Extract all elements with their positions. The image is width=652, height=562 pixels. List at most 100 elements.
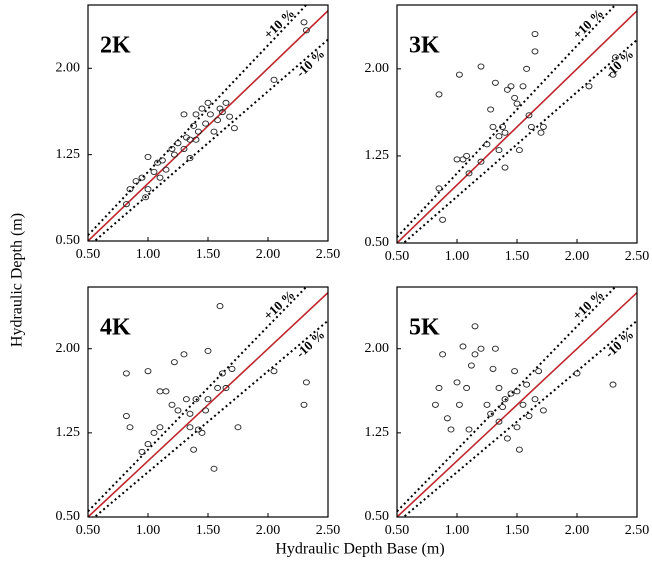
data-point (515, 147, 523, 154)
data-point (204, 99, 212, 106)
data-point (439, 216, 447, 223)
data-point (499, 123, 507, 130)
x-tick-label: 1.00 (445, 523, 470, 538)
data-point (495, 147, 503, 154)
x-tick-label: 0.50 (76, 247, 101, 262)
data-point (202, 120, 210, 127)
data-point (180, 351, 188, 358)
y-tick-label: 0.50 (365, 509, 390, 524)
annotation: -10 % (293, 46, 328, 80)
data-point (465, 170, 473, 177)
data-point (525, 412, 533, 420)
panel (397, 287, 637, 517)
data-point (537, 129, 545, 136)
y-tick-label: 2.00 (365, 61, 390, 76)
x-tick-label: 0.50 (385, 249, 410, 264)
tolerance-line (402, 319, 637, 517)
data-point (174, 407, 182, 414)
data-point (453, 156, 461, 163)
data-point (190, 122, 198, 129)
data-point (495, 418, 503, 425)
data-point (186, 155, 194, 162)
data-point (503, 86, 511, 93)
data-point (513, 424, 521, 431)
data-point (447, 426, 455, 433)
data-point (495, 133, 503, 140)
data-point (489, 123, 497, 130)
panel-title: 5K (409, 315, 440, 341)
data-point (513, 100, 521, 107)
data-point (216, 303, 224, 310)
data-point (194, 128, 202, 135)
panel-title: 2K (100, 33, 131, 59)
panel (88, 287, 328, 517)
annotation: -10 % (293, 327, 328, 361)
annotation: +10 % (261, 5, 298, 41)
data-point (535, 368, 543, 375)
data-point (511, 94, 519, 101)
panel (88, 5, 328, 241)
data-point (523, 381, 531, 388)
y-tick-label: 1.25 (56, 425, 81, 440)
x-tick-label: 2.50 (316, 523, 341, 538)
data-point (471, 351, 479, 358)
data-point (611, 54, 619, 61)
data-point (531, 396, 539, 403)
data-point (202, 407, 210, 414)
y-tick-label: 2.00 (56, 341, 81, 356)
data-point (186, 424, 194, 431)
data-point (198, 105, 206, 112)
data-point (144, 441, 152, 448)
data-point (573, 370, 581, 377)
data-point (156, 174, 164, 181)
y-tick-label: 0.50 (56, 233, 81, 248)
x-tick-label: 2.50 (625, 249, 650, 264)
data-point (228, 365, 236, 372)
data-point (501, 164, 509, 171)
data-point (531, 48, 539, 55)
data-point (204, 347, 212, 355)
data-point (519, 83, 527, 90)
x-tick-label: 1.50 (505, 523, 530, 538)
data-point (523, 65, 531, 72)
data-point (455, 71, 463, 78)
data-point (477, 63, 485, 70)
x-tick-label: 0.50 (385, 523, 410, 538)
data-point (230, 125, 238, 132)
data-point (190, 446, 198, 453)
data-point (503, 435, 511, 442)
panel-title: 4K (100, 315, 131, 341)
data-point (527, 123, 535, 130)
x-tick-label: 1.00 (136, 247, 161, 262)
x-tick-label: 1.00 (445, 249, 470, 264)
data-point (431, 401, 439, 408)
data-point (194, 426, 202, 433)
data-point (214, 384, 222, 392)
data-point (459, 156, 467, 163)
data-point (300, 401, 308, 408)
data-point (515, 446, 523, 453)
data-point (218, 109, 226, 116)
one-to-one-line (397, 292, 637, 517)
x-tick-label: 2.00 (256, 247, 281, 262)
data-point (122, 370, 130, 377)
tolerance-line (88, 5, 308, 236)
data-point (156, 424, 164, 431)
data-point (483, 141, 491, 148)
one-to-one-line (88, 292, 328, 517)
data-point (487, 410, 495, 417)
data-point (138, 174, 146, 181)
annotation: +10 % (260, 287, 297, 323)
data-point (170, 151, 178, 158)
data-point (192, 136, 200, 143)
annotation: +10 % (570, 6, 607, 42)
data-point (210, 128, 218, 135)
y-axis-label: Hydraulic Depth (m) (9, 213, 26, 347)
y-tick-label: 0.50 (56, 509, 81, 524)
data-point (513, 388, 521, 395)
data-point (439, 351, 447, 358)
x-tick-label: 1.50 (196, 247, 221, 262)
data-point (222, 384, 230, 392)
data-point (491, 345, 499, 352)
annotation: -10 % (602, 46, 637, 80)
